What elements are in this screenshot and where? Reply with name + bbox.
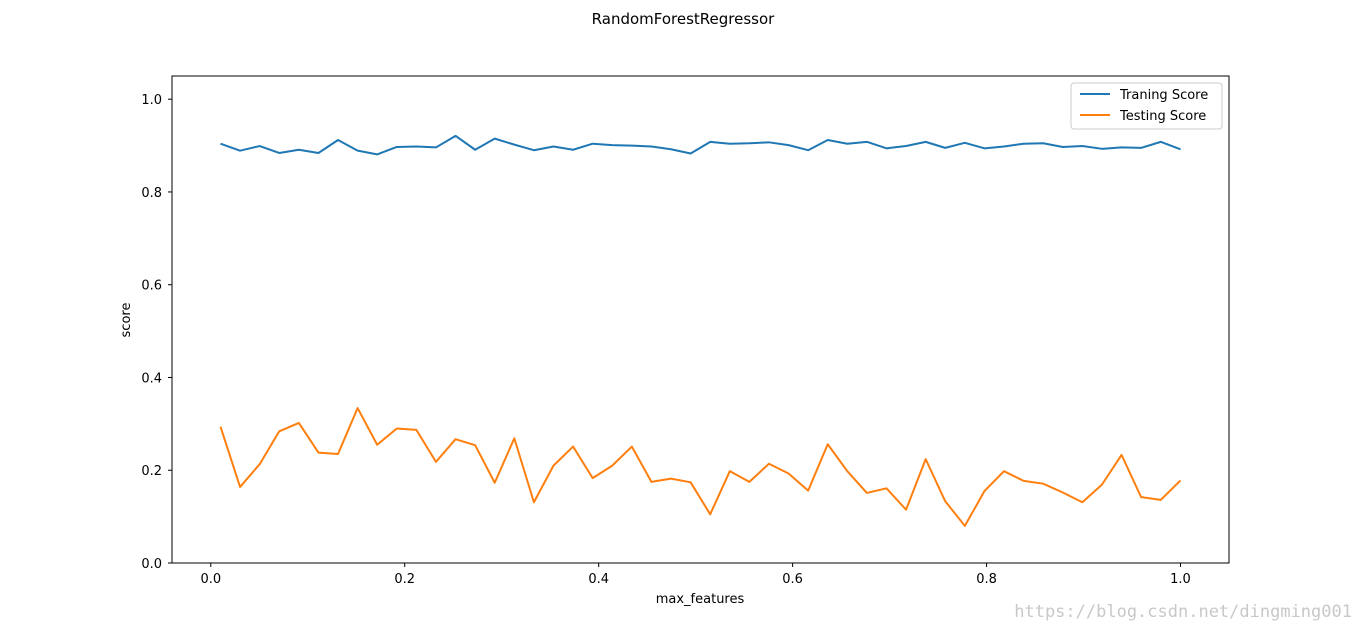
- x-tick-label: 0.6: [782, 572, 803, 587]
- x-axis-label: max_features: [656, 592, 745, 607]
- chart-title: RandomForestRegressor: [592, 10, 776, 28]
- y-tick-label: 0.4: [141, 371, 162, 386]
- legend-label-traning-score: Traning Score: [1119, 88, 1208, 103]
- series-line-testing-score: [219, 407, 1182, 527]
- plot-frame: [171, 75, 1230, 564]
- y-tick-label: 0.8: [141, 186, 162, 201]
- y-tick-label: 0.6: [141, 279, 162, 294]
- x-tick-label: 0.4: [588, 572, 609, 587]
- y-tick-label: 1.0: [141, 93, 162, 108]
- plot-area: [172, 76, 1229, 563]
- x-axis: 0.0 0.2 0.4 0.6 0.8 1.0: [200, 563, 1191, 587]
- x-tick-label: 0.2: [394, 572, 415, 587]
- legend: Traning Score Testing Score: [1070, 82, 1223, 130]
- x-tick-label: 0.8: [976, 572, 997, 587]
- y-axis: 0.0 0.2 0.4 0.6 0.8 1.0: [141, 93, 172, 572]
- series-line-traning-score: [220, 134, 1181, 156]
- y-tick-label: 0.0: [141, 557, 162, 572]
- legend-label-testing-score: Testing Score: [1119, 109, 1206, 124]
- x-tick-label: 0.0: [200, 572, 221, 587]
- y-axis-label: score: [119, 303, 134, 338]
- watermark-text: https://blog.csdn.net/dingming001: [1014, 602, 1352, 622]
- y-tick-label: 0.2: [141, 464, 162, 479]
- series-lines: [219, 134, 1182, 527]
- x-tick-label: 1.0: [1170, 572, 1191, 587]
